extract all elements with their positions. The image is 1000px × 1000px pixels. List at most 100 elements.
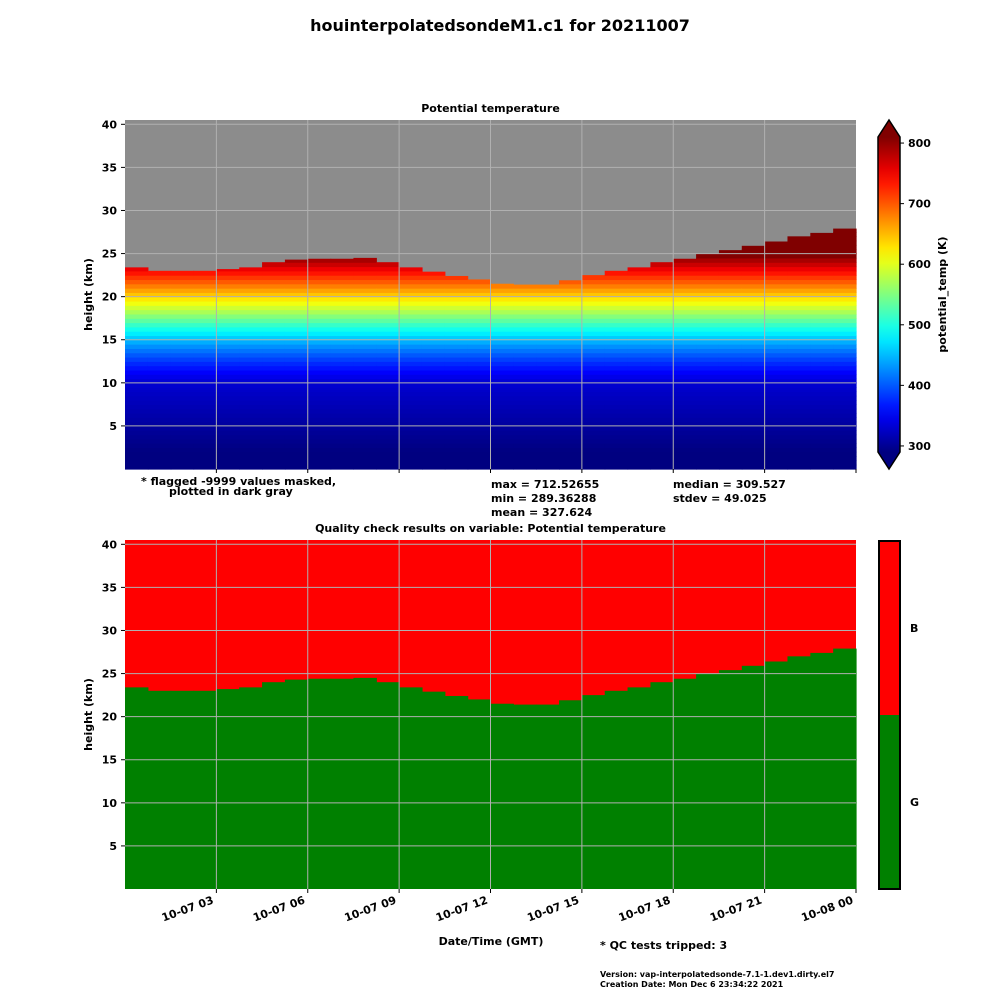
heatmap-cell [787,283,811,289]
heatmap-cell [718,283,743,289]
heatmap-cell [170,430,195,436]
heatmap-cell [284,421,309,427]
heatmap-cell [490,361,514,367]
heatmap-cell [741,296,766,302]
heatmap-cell [787,244,811,250]
heatmap-cell [787,309,811,315]
heatmap-cell [718,387,743,393]
heatmap-cell [604,283,629,289]
heatmap-cell [147,283,172,289]
heatmap-cell [604,447,629,453]
heatmap-cell [125,425,149,431]
heatmap-cell [239,434,263,440]
heatmap-cell [239,331,263,337]
heatmap-cell [262,326,286,332]
heatmap-cell [764,391,789,397]
heatmap-cell [239,300,263,306]
heatmap-cell [239,318,263,324]
heatmap-column [833,228,857,470]
heatmap-cell [810,305,834,311]
heatmap-cell [421,305,446,311]
heatmap-cell [741,339,766,345]
heatmap-cell [696,443,720,449]
heatmap-cell [833,417,857,423]
heatmap-cell [421,300,446,306]
heatmap-cell [833,326,857,332]
heatmap-cell [170,313,195,319]
heatmap-cell [353,400,377,405]
heatmap-cell [376,447,400,453]
heatmap-cell [559,292,583,298]
heatmap-cell [650,318,674,324]
heatmap-cell [444,400,469,405]
heatmap-cell [810,249,834,255]
heatmap-cell [833,430,857,436]
heatmap-cell [513,400,537,405]
heatmap-cell [216,456,240,461]
heatmap-cell [627,292,651,298]
heatmap-cell [810,326,834,332]
heatmap-cell [193,400,217,405]
heatmap-cell [787,352,811,358]
heatmap-cell [604,400,629,405]
heatmap-cell [787,443,811,449]
heatmap-cell [353,443,377,449]
heatmap-cell [193,365,217,371]
heatmap-cell [833,400,857,405]
heatmap-cell [513,387,537,393]
heatmap-cell [741,460,766,466]
heatmap-cell [216,369,240,375]
heatmap-cell [125,451,149,457]
heatmap-cell [787,296,811,302]
heatmap-cell [627,434,651,440]
heatmap-cell [376,292,400,298]
heatmap-cell [330,270,355,276]
heatmap-cell [330,258,355,263]
mask-note-line1: * flagged -9999 values masked, [141,475,337,488]
heatmap-cell [741,374,766,380]
heatmap-cell [604,279,629,285]
heatmap-cell [764,262,789,268]
heatmap-cell [650,378,674,384]
heatmap-cell [764,313,789,319]
heatmap-cell [147,438,172,444]
heatmap-cell [239,267,263,272]
x-tick-label: 10-07 12 [434,894,489,925]
heatmap-cell [216,309,240,315]
heatmap-cell [284,447,309,453]
heatmap-cell [513,339,537,345]
heatmap-cell [581,322,606,328]
heatmap-cell [604,417,629,423]
heatmap-cell [627,438,651,444]
heatmap-cell [604,421,629,427]
qc-good-column [536,704,560,889]
heatmap-cell [307,322,332,328]
heatmap-cell [307,400,332,405]
heatmap-cell [353,438,377,444]
heatmap-cell [764,361,789,367]
heatmap-cell [764,443,789,449]
heatmap-cell [444,279,469,285]
heatmap-cell [559,313,583,319]
heatmap-cell [604,425,629,431]
heatmap-cell [741,391,766,397]
heatmap-cell [764,249,789,255]
heatmap-cell [627,339,651,345]
heatmap-cell [490,331,514,337]
heatmap-column [764,241,789,470]
heatmap-cell [216,425,240,431]
heatmap-cell [810,279,834,285]
heatmap-cell [581,344,606,349]
heatmap-cell [170,421,195,427]
heatmap-cell [581,443,606,449]
heatmap-cell [239,387,263,393]
colorbar-tick-label: 400 [908,379,931,392]
heatmap-cell [193,309,217,315]
heatmap-cell [490,300,514,306]
heatmap-cell [193,412,217,418]
heatmap-cell [650,395,674,401]
heatmap-cell [170,339,195,345]
heatmap-cell [444,296,469,302]
heatmap-cell [330,464,355,470]
heatmap-cell [604,275,629,281]
